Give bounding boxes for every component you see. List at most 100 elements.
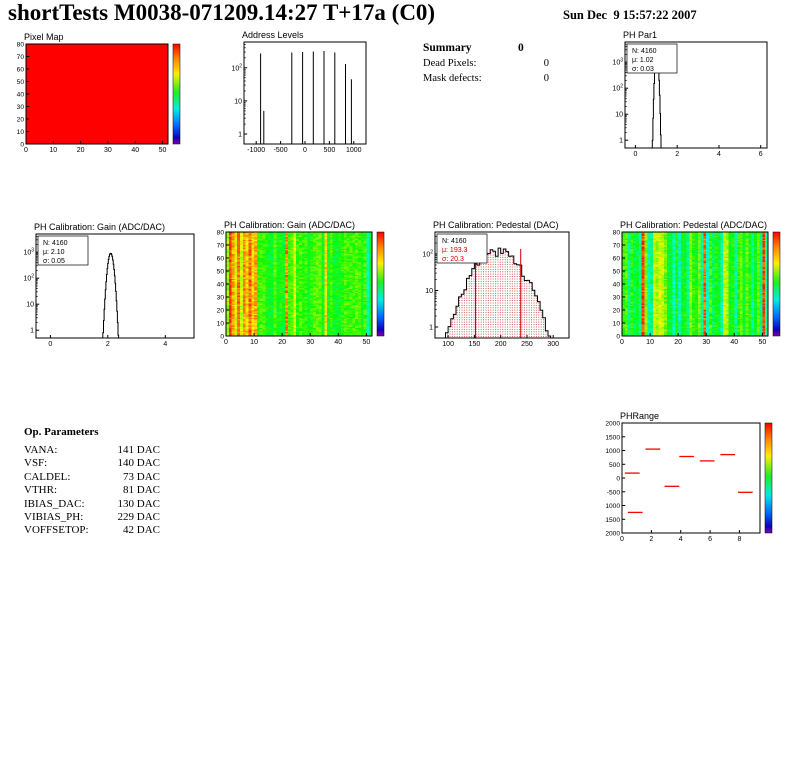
svg-text:20: 20 <box>17 117 25 124</box>
svg-text:1500: 1500 <box>605 434 620 441</box>
svg-text:40: 40 <box>17 92 25 99</box>
svg-text:70: 70 <box>217 243 225 250</box>
summary-block: Summary 0 Dead Pixels: 0 Mask defects: 0 <box>423 42 549 84</box>
svg-text:80: 80 <box>17 42 25 49</box>
voffsetop-label: VOFFSETOP: <box>24 524 89 537</box>
svg-text:1: 1 <box>429 325 433 332</box>
svg-text:σ: 0.03: σ: 0.03 <box>632 66 654 73</box>
svg-text:μ: 1.02: μ: 1.02 <box>632 57 654 64</box>
svg-text:6: 6 <box>708 536 712 543</box>
gain_hist-figure: 0 2 4 1 10 102 103 PH Calibration: Gain (ADC/DA… <box>23 222 195 348</box>
svg-text:102: 102 <box>23 274 34 283</box>
svg-text:60: 60 <box>217 256 225 263</box>
ph-range-panel: 0 2 4 6 8 2000 1500 1000 500 0 -500 1000 1500 2000 PHR… <box>602 408 794 550</box>
svg-text:σ: 20.3: σ: 20.3 <box>442 256 464 263</box>
svg-text:N: 4160: N: 4160 <box>43 240 68 247</box>
svg-text:2: 2 <box>675 151 679 158</box>
svg-text:60: 60 <box>613 256 621 263</box>
summary-title: Summary <box>423 42 472 54</box>
svg-text:1: 1 <box>619 138 623 145</box>
dead-pixels-label: Dead Pixels: <box>423 58 477 69</box>
address_levels-figure: -1000 -500 0 500 1000 1 10 102 Address Levels <box>231 30 367 154</box>
svg-text:2000: 2000 <box>605 531 620 538</box>
svg-text:10: 10 <box>217 321 225 328</box>
page-title: shortTests M0038-071209.14:27 T+17a (C0) <box>8 0 436 25</box>
svg-text:1000: 1000 <box>605 448 620 455</box>
svg-text:10: 10 <box>646 339 654 346</box>
svg-text:102: 102 <box>422 250 433 259</box>
svg-text:103: 103 <box>23 248 34 257</box>
svg-text:20: 20 <box>217 308 225 315</box>
pedestal_hist-figure: 100 150 200 250 300 1 10 102 PH Calibration: Ped… <box>422 220 570 348</box>
svg-text:50: 50 <box>758 339 766 346</box>
svg-text:8: 8 <box>737 536 741 543</box>
svg-text:4: 4 <box>679 536 683 543</box>
svg-text:0: 0 <box>620 536 624 543</box>
svg-text:30: 30 <box>104 147 112 154</box>
mask-defects-value: 0 <box>543 73 549 84</box>
svg-text:PH Calibration: Gain (ADC/DAC): PH Calibration: Gain (ADC/DAC) <box>224 220 355 230</box>
svg-text:1500: 1500 <box>605 517 620 524</box>
svg-text:σ: 0.05: σ: 0.05 <box>43 258 65 265</box>
summary-title-row: Summary 0 <box>423 42 549 54</box>
ph-par1-panel: 0 2 4 6 1 10 102 103 PH Par1 N: 4160 μ: 1.02 σ: 0.0… <box>605 28 790 170</box>
svg-text:40: 40 <box>131 147 139 154</box>
svg-text:0: 0 <box>220 334 224 341</box>
pedestal-map-panel: 0 10 20 30 40 50 0 10 20 30 40 50 60 70 80 PH Calibrati… <box>608 218 794 360</box>
svg-text:10: 10 <box>425 288 433 295</box>
svg-text:60: 60 <box>17 67 25 74</box>
svg-text:80: 80 <box>613 230 621 237</box>
vana-label: VANA: <box>24 444 58 456</box>
caldel-value: 73 DAC <box>123 470 160 483</box>
svg-text:PH Calibration: Gain (ADC/DAC): PH Calibration: Gain (ADC/DAC) <box>34 222 165 232</box>
svg-text:10: 10 <box>26 302 34 309</box>
vthr-label: VTHR: <box>24 484 57 497</box>
vibias-ph-label: VIBIAS_PH: <box>24 511 84 524</box>
svg-text:250: 250 <box>521 341 533 348</box>
svg-text:50: 50 <box>217 269 225 276</box>
op-row-voffsetop: VOFFSETOP: 42 DAC <box>24 524 160 537</box>
svg-text:20: 20 <box>613 308 621 315</box>
gain-histogram-panel: 0 2 4 1 10 102 103 PH Calibration: Gain (ADC/DA… <box>10 218 210 360</box>
svg-text:4: 4 <box>717 151 721 158</box>
svg-text:2: 2 <box>649 536 653 543</box>
svg-text:10: 10 <box>234 98 242 105</box>
svg-text:0: 0 <box>48 341 52 348</box>
svg-text:102: 102 <box>231 63 242 72</box>
svg-text:40: 40 <box>217 282 225 289</box>
summary-row-mask-defects: Mask defects: 0 <box>423 73 549 84</box>
voffsetop-value: 42 DAC <box>123 524 160 537</box>
svg-text:30: 30 <box>17 104 25 111</box>
svg-text:30: 30 <box>702 339 710 346</box>
svg-text:10: 10 <box>250 339 258 346</box>
op-row-caldel: CALDEL: 73 DAC <box>24 471 160 484</box>
pedestal-histogram-panel: 100 150 200 250 300 1 10 102 PH Calibration: Ped… <box>413 218 581 360</box>
gain_map-heatmap <box>226 232 372 336</box>
timestamp: Sun Dec 9 15:57:22 2007 <box>563 8 697 22</box>
svg-text:PH Calibration: Pedestal (ADC/: PH Calibration: Pedestal (ADC/DAC) <box>620 220 767 230</box>
svg-text:30: 30 <box>217 295 225 302</box>
pixel-map-panel: 0 10 20 30 40 50 0 10 20 30 40 50 60 70 80 Pixel Map <box>10 28 200 170</box>
svg-text:Pixel Map: Pixel Map <box>24 32 64 42</box>
svg-text:4: 4 <box>163 341 167 348</box>
ibias-dac-value: 130 DAC <box>117 497 160 510</box>
svg-text:μ: 193.3: μ: 193.3 <box>442 247 468 254</box>
svg-text:2: 2 <box>106 341 110 348</box>
svg-text:500: 500 <box>324 147 336 154</box>
ph_range-figure: 0 2 4 6 82000150010005000-500100015002000PHR… <box>605 411 773 543</box>
op-parameters-title: Op. Parameters <box>24 426 99 438</box>
caldel-label: CALDEL: <box>24 470 71 483</box>
svg-text:10: 10 <box>17 129 25 136</box>
vana-value: 141 DAC <box>117 444 160 456</box>
svg-text:300: 300 <box>547 341 559 348</box>
vsf-label: VSF: <box>24 457 48 470</box>
svg-text:0: 0 <box>633 151 637 158</box>
dead-pixels-value: 0 <box>543 58 549 69</box>
op-parameters-block: Op. Parameters VANA: 141 DAC VSF: 140 DA… <box>24 426 160 538</box>
svg-text:50: 50 <box>17 79 25 86</box>
svg-text:0: 0 <box>620 339 624 346</box>
svg-text:1000: 1000 <box>605 503 620 510</box>
